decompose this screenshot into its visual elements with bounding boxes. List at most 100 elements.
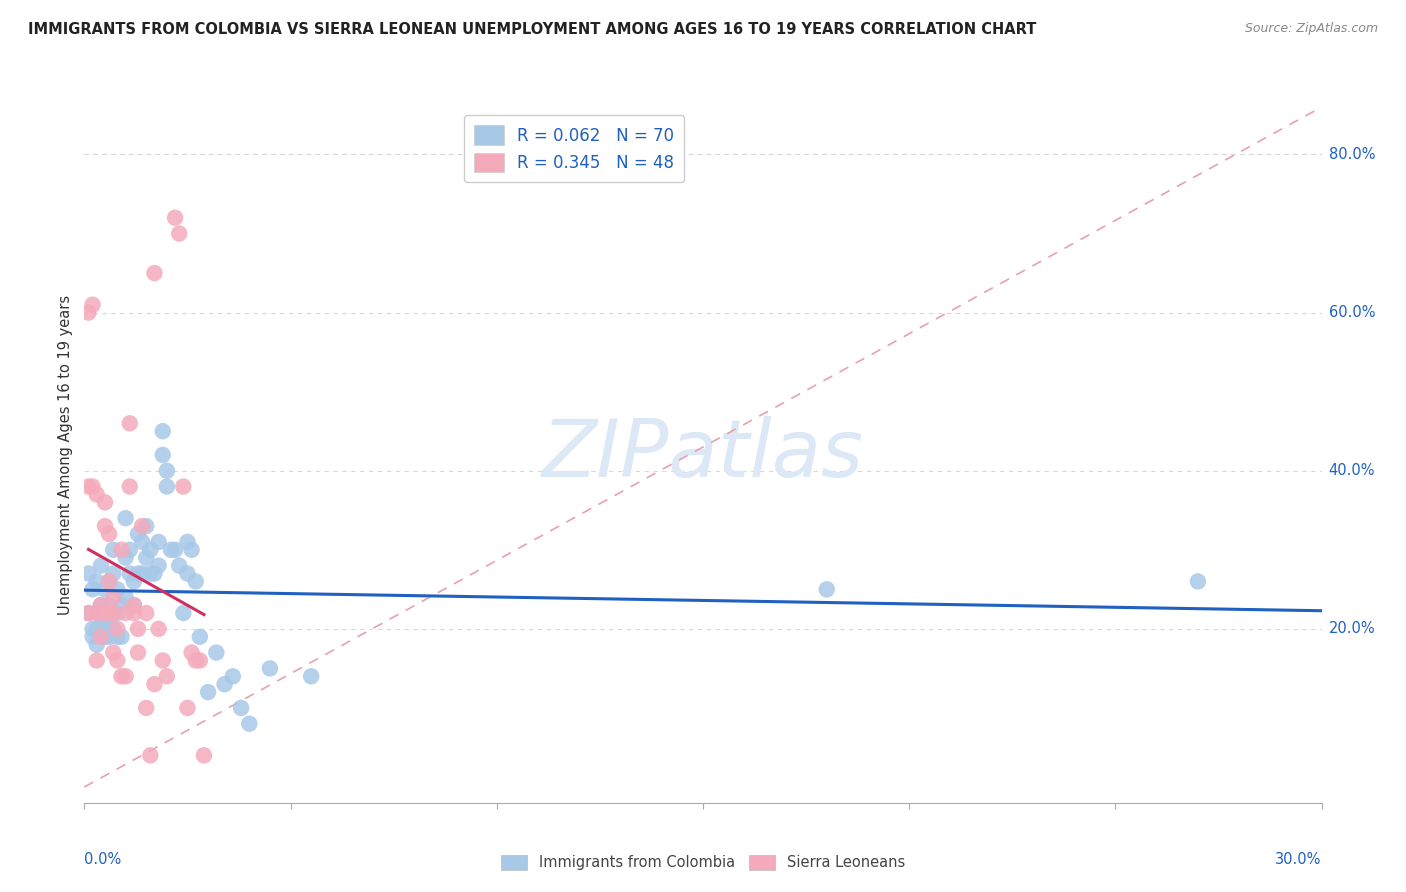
Point xyxy=(114,511,136,525)
Point xyxy=(86,638,108,652)
Point xyxy=(82,622,104,636)
Point xyxy=(815,582,838,597)
Point xyxy=(86,622,108,636)
Point xyxy=(98,527,121,541)
Point xyxy=(193,748,215,763)
Point xyxy=(110,542,132,557)
Point xyxy=(86,653,108,667)
Point xyxy=(139,566,162,581)
Text: ZIPatlas: ZIPatlas xyxy=(541,416,865,494)
Point xyxy=(135,606,157,620)
Point xyxy=(105,630,128,644)
Point xyxy=(143,266,166,280)
Point xyxy=(118,479,141,493)
Point xyxy=(131,534,153,549)
Point xyxy=(105,582,128,597)
Point xyxy=(131,566,153,581)
Point xyxy=(82,582,104,597)
Point xyxy=(118,542,141,557)
Point xyxy=(114,606,136,620)
Point xyxy=(127,566,149,581)
Point xyxy=(82,630,104,644)
Point xyxy=(184,574,207,589)
Point xyxy=(103,646,125,660)
Point xyxy=(98,574,121,589)
Point xyxy=(222,669,245,683)
Point xyxy=(180,542,202,557)
Y-axis label: Unemployment Among Ages 16 to 19 years: Unemployment Among Ages 16 to 19 years xyxy=(58,295,73,615)
Text: 30.0%: 30.0% xyxy=(1275,852,1322,867)
Point xyxy=(176,701,198,715)
Point xyxy=(165,542,187,557)
Point xyxy=(148,622,170,636)
Legend: R = 0.062   N = 70, R = 0.345   N = 48: R = 0.062 N = 70, R = 0.345 N = 48 xyxy=(464,115,685,182)
Point xyxy=(77,606,100,620)
Point xyxy=(135,519,157,533)
Point xyxy=(127,646,149,660)
Point xyxy=(184,653,207,667)
Text: 60.0%: 60.0% xyxy=(1329,305,1375,320)
Text: 0.0%: 0.0% xyxy=(84,852,121,867)
Point xyxy=(90,598,112,612)
Point xyxy=(135,550,157,565)
Point xyxy=(122,598,145,612)
Point xyxy=(156,464,179,478)
Point xyxy=(122,574,145,589)
Point xyxy=(114,591,136,605)
Point xyxy=(77,305,100,319)
Point xyxy=(156,479,179,493)
Point xyxy=(176,534,198,549)
Point xyxy=(98,630,121,644)
Point xyxy=(259,661,281,675)
Point xyxy=(110,630,132,644)
Point xyxy=(110,598,132,612)
Point xyxy=(118,566,141,581)
Point xyxy=(238,716,260,731)
Point xyxy=(131,519,153,533)
Point xyxy=(105,622,128,636)
Point xyxy=(139,542,162,557)
Point xyxy=(98,574,121,589)
Point xyxy=(172,606,194,620)
Point xyxy=(77,606,100,620)
Text: 40.0%: 40.0% xyxy=(1329,463,1375,478)
Point xyxy=(94,630,117,644)
Point xyxy=(197,685,219,699)
Point xyxy=(143,677,166,691)
Text: 20.0%: 20.0% xyxy=(1329,622,1375,636)
Point xyxy=(167,558,190,573)
Point xyxy=(214,677,236,691)
Point xyxy=(143,566,166,581)
Point xyxy=(90,630,112,644)
Point xyxy=(114,550,136,565)
Point xyxy=(1187,574,1209,589)
Point xyxy=(94,519,117,533)
Point xyxy=(94,606,117,620)
Point xyxy=(299,669,322,683)
Point xyxy=(86,606,108,620)
Point xyxy=(152,448,174,462)
Point xyxy=(94,606,117,620)
Point xyxy=(82,298,104,312)
Point xyxy=(110,669,132,683)
Point xyxy=(135,701,157,715)
Point xyxy=(229,701,252,715)
Point xyxy=(105,653,128,667)
Point xyxy=(156,669,179,683)
Point xyxy=(98,606,121,620)
Point xyxy=(152,424,174,438)
Point xyxy=(90,598,112,612)
Point xyxy=(103,606,125,620)
Point xyxy=(103,622,125,636)
Point xyxy=(122,598,145,612)
Point xyxy=(105,606,128,620)
Point xyxy=(90,558,112,573)
Point xyxy=(103,591,125,605)
Point xyxy=(82,479,104,493)
Point xyxy=(103,542,125,557)
Legend: Immigrants from Colombia, Sierra Leoneans: Immigrants from Colombia, Sierra Leonean… xyxy=(495,848,911,876)
Point xyxy=(94,582,117,597)
Point xyxy=(205,646,228,660)
Point xyxy=(148,558,170,573)
Point xyxy=(98,598,121,612)
